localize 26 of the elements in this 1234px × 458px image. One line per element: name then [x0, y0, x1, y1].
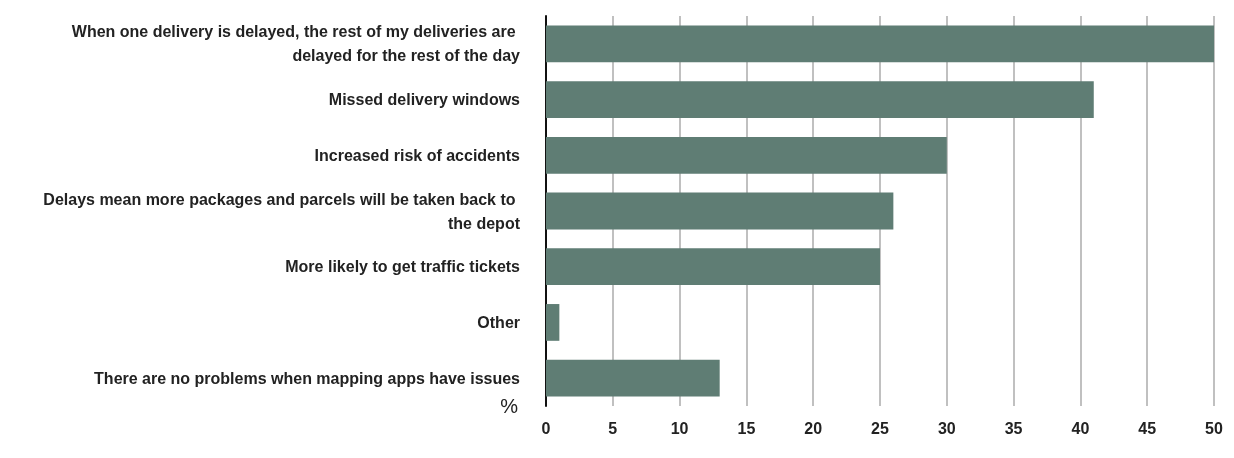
x-tick-label: 25 [871, 419, 889, 437]
bar [546, 304, 560, 341]
y-tick-label: Other [477, 313, 520, 331]
y-tick-label: There are no problems when mapping apps have issues [94, 369, 521, 387]
x-tick-label: 5 [608, 419, 618, 437]
y-tick-label: Increased risk of accidents [314, 146, 521, 164]
bar [546, 81, 1094, 118]
x-tick-label: 35 [1004, 419, 1023, 437]
y-tick-label: When one delivery is delayed, the rest of my deliveries are delayed for the rest of the day [71, 23, 521, 65]
x-tick-label: 50 [1205, 419, 1223, 437]
y-tick-label: Missed delivery windows [328, 91, 521, 109]
x-tick-label: 15 [737, 419, 756, 437]
bar [546, 192, 894, 230]
x-axis-title: % [500, 395, 519, 417]
x-tick-label: 30 [937, 419, 956, 437]
y-tick-label: Delays mean more packages and parcels will be taken back to the depot [43, 190, 521, 232]
bar [546, 248, 880, 286]
x-tick-label: 45 [1138, 419, 1157, 437]
x-tick-label: 0 [541, 419, 551, 437]
bar [546, 25, 1214, 63]
bar [546, 136, 947, 174]
x-tick-label: 20 [804, 419, 823, 437]
y-tick-label: More likely to get traffic tickets [285, 258, 521, 276]
x-tick-label: 10 [670, 419, 689, 437]
x-tick-label: 40 [1071, 419, 1090, 437]
bar [546, 359, 720, 397]
